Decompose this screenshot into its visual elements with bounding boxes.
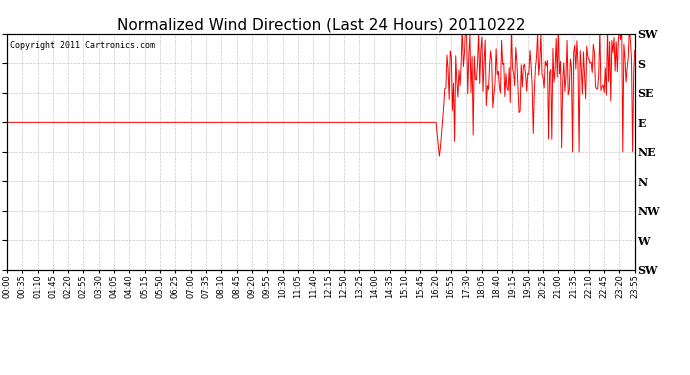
Text: Copyright 2011 Cartronics.com: Copyright 2011 Cartronics.com <box>10 41 155 50</box>
Title: Normalized Wind Direction (Last 24 Hours) 20110222: Normalized Wind Direction (Last 24 Hours… <box>117 18 525 33</box>
